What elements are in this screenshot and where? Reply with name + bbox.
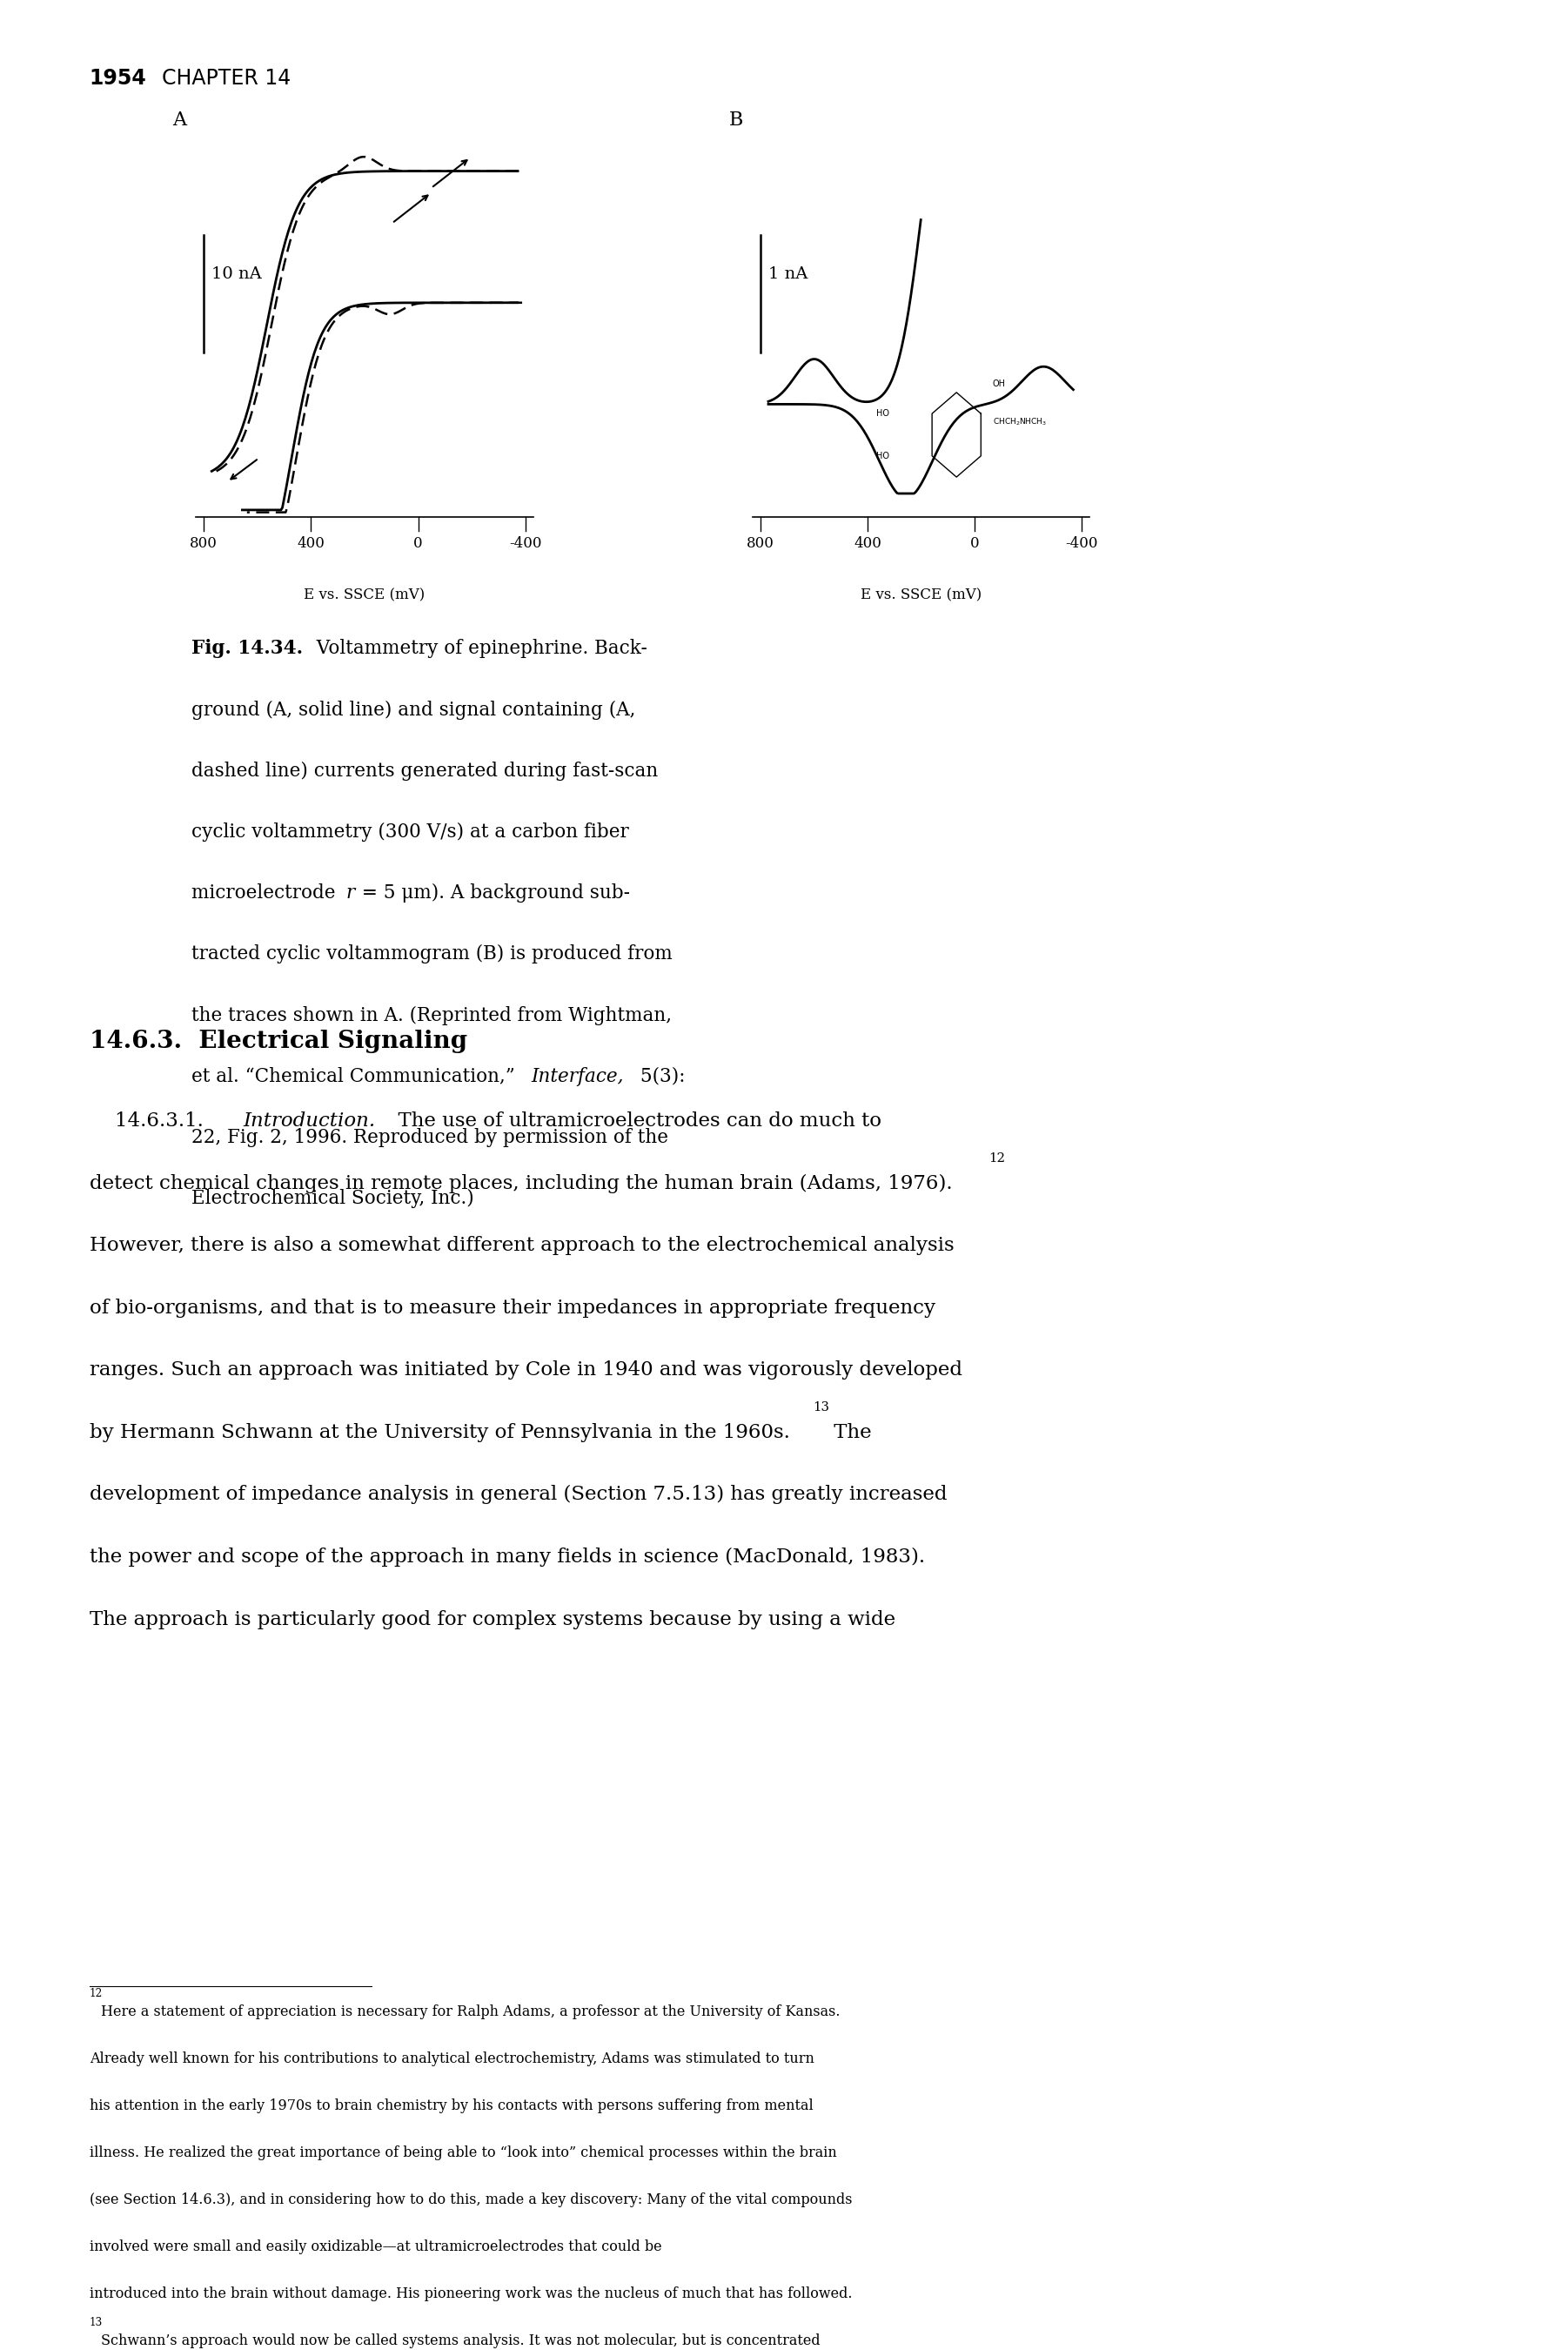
Text: Electrochemical Society, Inc.): Electrochemical Society, Inc.) bbox=[191, 1189, 474, 1208]
Text: 800: 800 bbox=[190, 536, 218, 550]
Text: et al. “Chemical Communication,”: et al. “Chemical Communication,” bbox=[191, 1067, 521, 1086]
Text: tracted cyclic voltammogram (B) is produced from: tracted cyclic voltammogram (B) is produ… bbox=[191, 945, 673, 964]
Text: A: A bbox=[172, 110, 187, 129]
Text: illness. He realized the great importance of being able to “look into” chemical : illness. He realized the great importanc… bbox=[89, 2146, 837, 2160]
Text: Voltammetry of epinephrine. Back-: Voltammetry of epinephrine. Back- bbox=[304, 639, 648, 658]
Text: 400: 400 bbox=[296, 536, 325, 550]
Text: -400: -400 bbox=[1066, 536, 1098, 550]
Text: development of impedance analysis in general (Section 7.5.13) has greatly increa: development of impedance analysis in gen… bbox=[89, 1485, 947, 1504]
Text: introduced into the brain without damage. His pioneering work was the nucleus of: introduced into the brain without damage… bbox=[89, 2287, 851, 2301]
Text: 1954: 1954 bbox=[89, 68, 146, 89]
Text: 800: 800 bbox=[746, 536, 775, 550]
Text: 5(3):: 5(3): bbox=[635, 1067, 685, 1086]
Text: ground (A, solid line) and signal containing (A,: ground (A, solid line) and signal contai… bbox=[191, 700, 635, 719]
Text: detect chemical changes in remote places, including the human brain (Adams, 1976: detect chemical changes in remote places… bbox=[89, 1173, 952, 1194]
Text: the power and scope of the approach in many fields in science (MacDonald, 1983).: the power and scope of the approach in m… bbox=[89, 1549, 925, 1567]
Text: The use of ultramicroelectrodes can do much to: The use of ultramicroelectrodes can do m… bbox=[386, 1112, 881, 1130]
Text: Interface,: Interface, bbox=[532, 1067, 624, 1086]
Text: Here a statement of appreciation is necessary for Ralph Adams, a professor at th: Here a statement of appreciation is nece… bbox=[100, 2005, 840, 2019]
Text: by Hermann Schwann at the University of Pennsylvania in the 1960s.: by Hermann Schwann at the University of … bbox=[89, 1424, 790, 1443]
Text: E vs. SSCE (mV): E vs. SSCE (mV) bbox=[861, 588, 982, 602]
Text: (see Section 14.6.3), and in considering how to do this, made a key discovery: M: (see Section 14.6.3), and in considering… bbox=[89, 2193, 851, 2207]
Text: 10 nA: 10 nA bbox=[212, 266, 262, 282]
Text: r: r bbox=[347, 884, 354, 902]
Text: -400: -400 bbox=[510, 536, 541, 550]
Text: HO: HO bbox=[877, 409, 889, 418]
Text: Fig. 14.34.: Fig. 14.34. bbox=[191, 639, 303, 658]
Text: 0: 0 bbox=[414, 536, 423, 550]
Text: microelectrode: microelectrode bbox=[191, 884, 342, 902]
Text: = 5 μm). A background sub-: = 5 μm). A background sub- bbox=[356, 884, 630, 902]
Text: CHAPTER 14: CHAPTER 14 bbox=[149, 68, 292, 89]
Text: The: The bbox=[828, 1424, 872, 1443]
Text: E vs. SSCE (mV): E vs. SSCE (mV) bbox=[304, 588, 425, 602]
Text: involved were small and easily oxidizable—at ultramicroelectrodes that could be: involved were small and easily oxidizabl… bbox=[89, 2240, 662, 2254]
Text: of bio-organisms, and that is to measure their impedances in appropriate frequen: of bio-organisms, and that is to measure… bbox=[89, 1297, 935, 1318]
Text: dashed line) currents generated during fast-scan: dashed line) currents generated during f… bbox=[191, 761, 659, 780]
Text: Introduction.: Introduction. bbox=[243, 1112, 375, 1130]
Text: HO: HO bbox=[877, 451, 889, 461]
Text: However, there is also a somewhat different approach to the electrochemical anal: However, there is also a somewhat differ… bbox=[89, 1236, 953, 1255]
Text: 0: 0 bbox=[971, 536, 980, 550]
Text: 22, Fig. 2, 1996. Reproduced by permission of the: 22, Fig. 2, 1996. Reproduced by permissi… bbox=[191, 1128, 668, 1147]
Text: Already well known for his contributions to analytical electrochemistry, Adams w: Already well known for his contributions… bbox=[89, 2052, 814, 2066]
Text: 13: 13 bbox=[89, 2317, 102, 2329]
Text: 400: 400 bbox=[853, 536, 881, 550]
Text: Schwann’s approach would now be called systems analysis. It was not molecular, b: Schwann’s approach would now be called s… bbox=[100, 2334, 820, 2348]
Text: 14.6.3.  Electrical Signaling: 14.6.3. Electrical Signaling bbox=[89, 1029, 467, 1053]
Text: The approach is particularly good for complex systems because by using a wide: The approach is particularly good for co… bbox=[89, 1610, 895, 1629]
Text: his attention in the early 1970s to brain chemistry by his contacts with persons: his attention in the early 1970s to brai… bbox=[89, 2099, 814, 2113]
Text: the traces shown in A. (Reprinted from Wightman,: the traces shown in A. (Reprinted from W… bbox=[191, 1006, 671, 1025]
Text: 12: 12 bbox=[989, 1152, 1005, 1163]
Text: cyclic voltammetry (300 V/s) at a carbon fiber: cyclic voltammetry (300 V/s) at a carbon… bbox=[191, 822, 629, 841]
Text: 12: 12 bbox=[89, 1988, 102, 2000]
Text: B: B bbox=[729, 110, 743, 129]
Text: 13: 13 bbox=[814, 1401, 829, 1412]
Text: 1 nA: 1 nA bbox=[768, 266, 808, 282]
Text: ranges. Such an approach was initiated by Cole in 1940 and was vigorously develo: ranges. Such an approach was initiated b… bbox=[89, 1361, 963, 1379]
Text: 14.6.3.1.: 14.6.3.1. bbox=[89, 1112, 210, 1130]
Text: OH: OH bbox=[993, 381, 1005, 388]
Text: $\mathsf{CHCH_2NHCH_3}$: $\mathsf{CHCH_2NHCH_3}$ bbox=[993, 416, 1047, 428]
